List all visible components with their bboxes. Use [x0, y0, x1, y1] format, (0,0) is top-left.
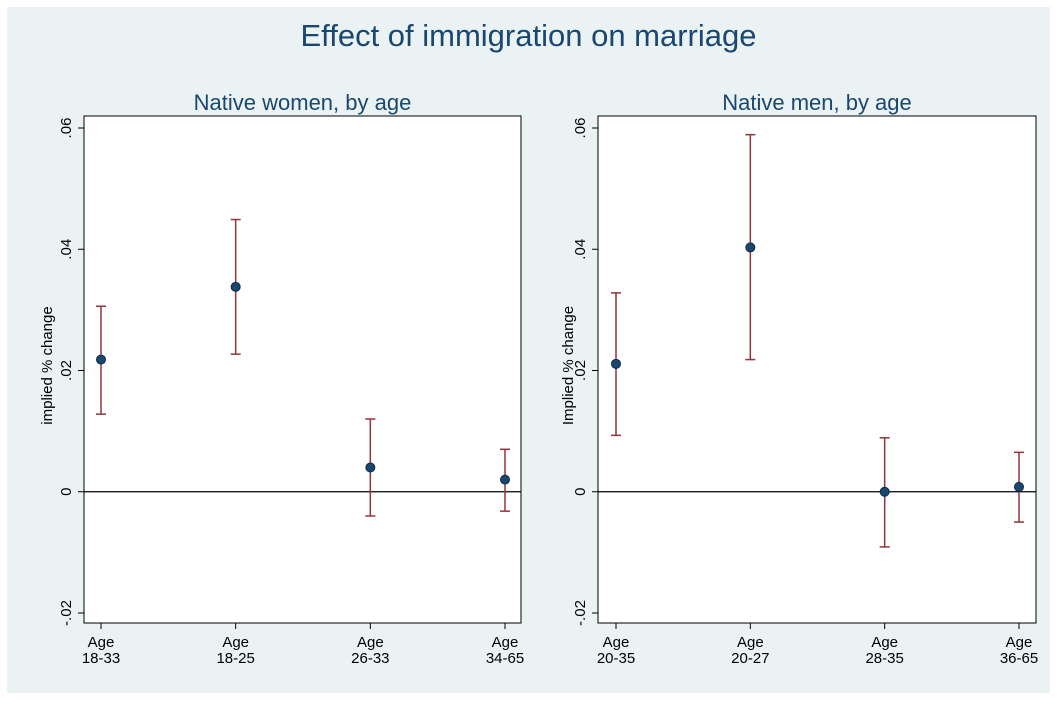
x-tick-label: Age: [737, 634, 764, 651]
y-tick-label: .04: [572, 239, 589, 260]
y-tick-label: -.02: [572, 600, 589, 626]
plot-area: [83, 115, 522, 624]
x-tick-label-range: 18-33: [82, 650, 120, 667]
data-point: [365, 462, 376, 473]
x-tick-label-range: 34-65: [486, 650, 524, 667]
data-point: [230, 281, 241, 292]
y-tick-label: .04: [58, 239, 75, 260]
x-tick-label-range: 36-65: [1000, 650, 1038, 667]
x-tick-label: Age: [492, 634, 519, 651]
x-tick-label-range: 28-35: [865, 650, 903, 667]
y-tick-label: .02: [572, 360, 589, 381]
panel-men: Native men, by age Implied % change -.02 0.…: [560, 90, 1038, 667]
x-tick-label: Age: [1006, 634, 1033, 651]
x-tick-label: Age: [871, 634, 898, 651]
x-tick-label: Age: [357, 634, 384, 651]
x-tick-label-range: 18-25: [216, 650, 254, 667]
data-point: [745, 242, 756, 253]
x-tick-label: Age: [603, 634, 630, 651]
x-tick-label: Age: [88, 634, 115, 651]
panel-women: Native women, by age implied % change -.02…: [39, 90, 524, 667]
x-tick-label-range: 20-35: [597, 650, 635, 667]
data-point: [500, 474, 510, 485]
y-tick-label: 0: [58, 488, 75, 496]
plot-area: [597, 115, 1037, 624]
y-tick-label: -.02: [58, 600, 75, 626]
data-point: [879, 486, 890, 497]
figure-title: Effect of immigration on marriage: [300, 18, 757, 53]
x-tick-label: Age: [222, 634, 249, 651]
panel-title: Native women, by age: [194, 90, 412, 115]
y-tick-label: .06: [572, 118, 589, 139]
panel-title: Native men, by age: [722, 90, 912, 115]
y-tick-label: 0: [572, 488, 589, 496]
x-tick-label-range: 20-27: [731, 650, 769, 667]
x-tick-label-range: 26-33: [351, 650, 389, 667]
y-axis-label: Implied % change: [560, 306, 577, 425]
data-point: [1014, 481, 1024, 492]
y-axis-label: implied % change: [39, 306, 56, 424]
data-point: [96, 354, 106, 365]
data-point: [611, 358, 621, 369]
y-tick-label: .02: [58, 360, 75, 381]
y-tick-label: .06: [58, 118, 75, 139]
